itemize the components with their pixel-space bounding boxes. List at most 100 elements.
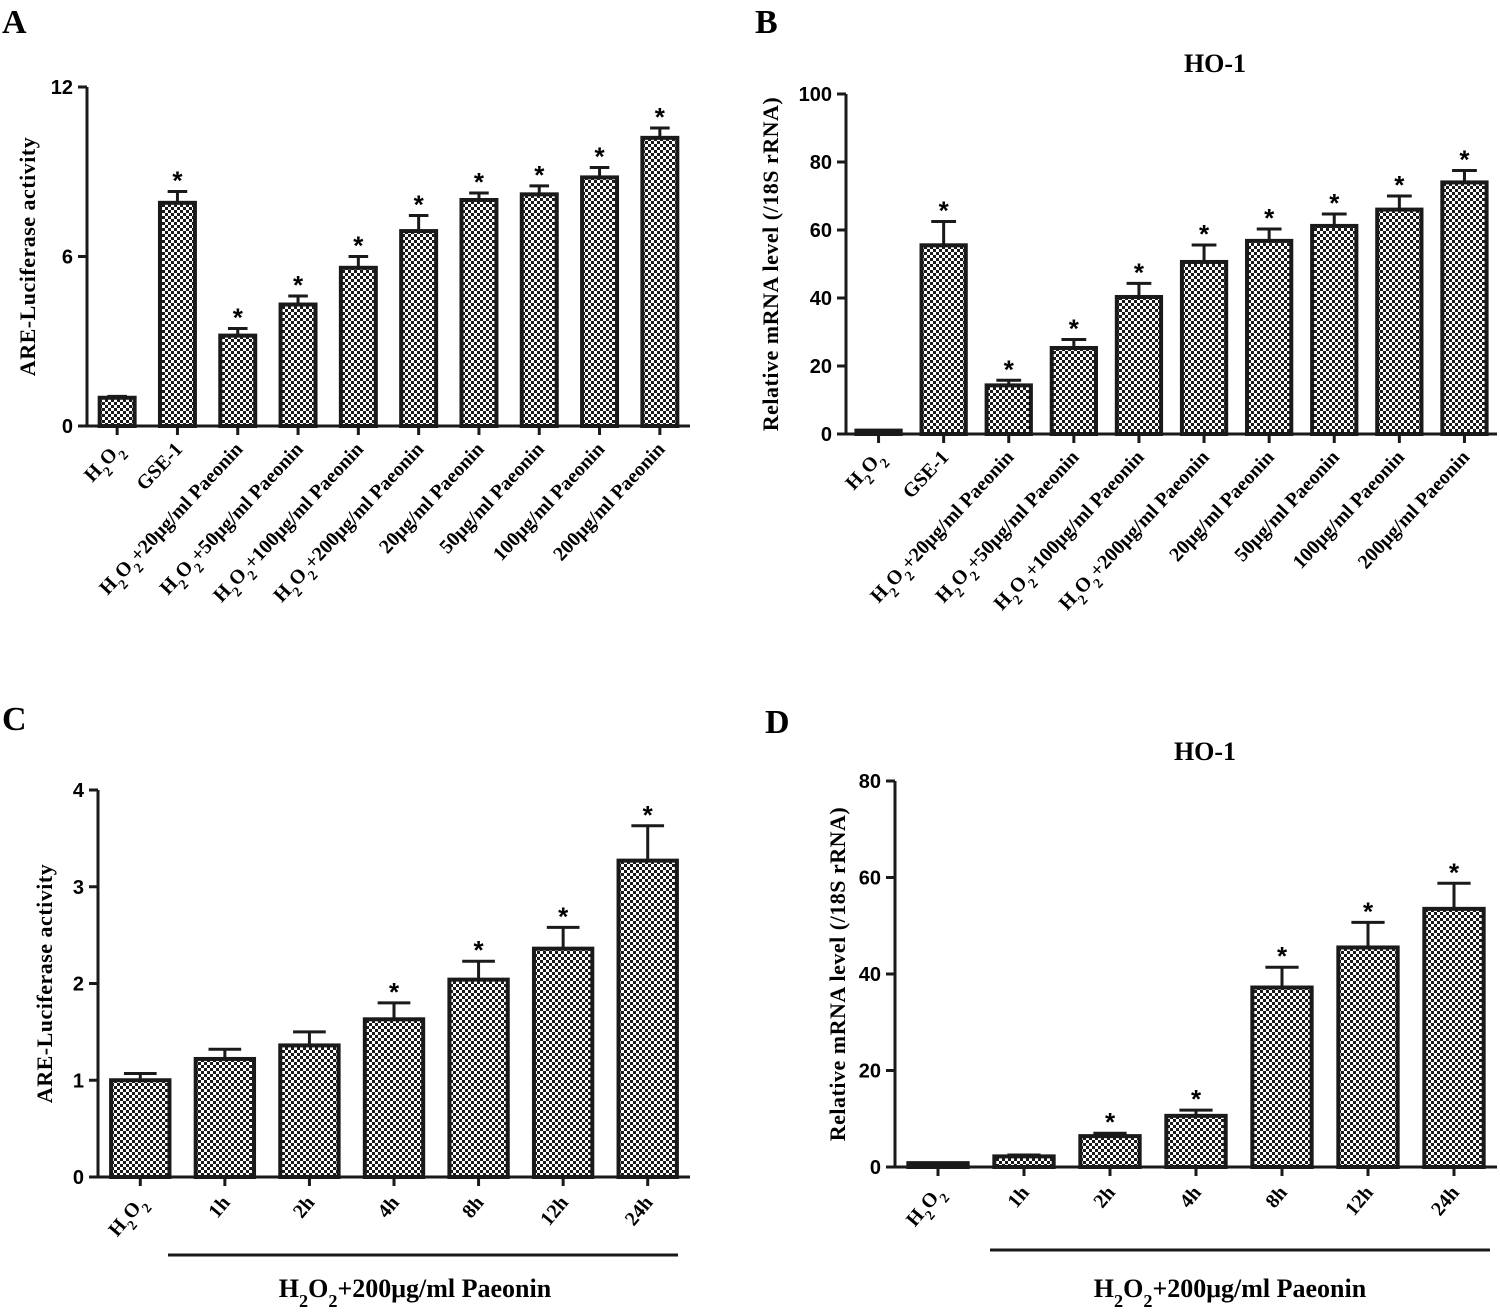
significance-marker: *: [1264, 203, 1275, 233]
bar: [399, 229, 439, 428]
y-axis-label: ARE-Luciferase activity: [32, 864, 57, 1103]
bar: [1179, 259, 1229, 436]
significance-marker: *: [1394, 170, 1405, 200]
x-tick-label: 100μg/ml Paeonin: [489, 438, 609, 565]
panel-letter: A: [2, 4, 27, 41]
bar: [97, 395, 137, 428]
panel-letter: D: [765, 704, 790, 741]
x-tick-label: 24h: [621, 1192, 658, 1230]
bar: [1336, 945, 1400, 1170]
significance-marker: *: [594, 142, 605, 172]
bar: [1164, 1113, 1228, 1169]
panel-d: D HO-1 Relative mRNA level (/18S rRNA) 0 20 4…: [765, 704, 1497, 1311]
x-tick-label: 4h: [373, 1192, 403, 1222]
x-tick-label: H2O2: [80, 438, 132, 490]
y-tick-label: 6: [62, 247, 73, 269]
y-tick-label: 60: [810, 220, 832, 242]
significance-marker: *: [1449, 857, 1460, 887]
significance-marker: *: [1363, 896, 1374, 926]
group-label: H2O2+200μg/ml Paeonin: [1094, 1274, 1367, 1311]
significance-marker: *: [1105, 1107, 1116, 1137]
x-tick-label: 8h: [1261, 1182, 1291, 1212]
bar: [1422, 906, 1486, 1169]
significance-marker: *: [172, 166, 183, 196]
bar: [362, 1017, 426, 1179]
bar: [193, 1056, 257, 1179]
x-tick-label: GSE-1: [899, 446, 954, 502]
x-tick-label: H2O2: [104, 1192, 155, 1245]
y-axis-label: ARE-Luciferase activity: [15, 137, 40, 376]
x-tick-label: 4h: [1175, 1182, 1205, 1212]
y-tick-label: 0: [870, 1157, 881, 1179]
significance-marker: *: [1004, 354, 1015, 384]
x-tick-label: 20μg/ml Paeonin: [375, 438, 489, 558]
bar: [519, 192, 559, 428]
significance-marker: *: [1134, 257, 1145, 287]
y-tick-label: 60: [859, 868, 881, 890]
panel-b: B HO-1 Relative mRNA level (/18S rRNA) 0 20 4…: [755, 4, 1497, 615]
y-tick-label: 0: [73, 1167, 84, 1189]
bar: [616, 858, 679, 1179]
y-tick-label: 2: [73, 974, 84, 996]
bar: [1310, 223, 1359, 436]
significance-marker: *: [534, 160, 545, 190]
x-tick-label: 200μg/ml Paeonin: [1354, 446, 1474, 573]
chart-title: HO-1: [1184, 49, 1246, 78]
bar: [531, 946, 595, 1179]
y-tick-label: 12: [51, 77, 73, 99]
significance-marker: *: [1277, 941, 1288, 971]
x-tick-label: H2O2: [902, 1182, 953, 1235]
x-tick-label: GSE-1: [132, 438, 187, 494]
group-label: H2O2+200μg/ml Paeonin: [279, 1274, 552, 1311]
y-tick-label: 40: [859, 964, 881, 986]
significance-marker: *: [655, 102, 666, 132]
significance-marker: *: [474, 935, 485, 965]
significance-marker: *: [233, 303, 244, 333]
y-tick-label: 80: [859, 771, 881, 793]
x-tick-label: 1h: [204, 1192, 234, 1222]
y-tick-label: 100: [799, 84, 832, 106]
y-tick-label: 0: [821, 424, 832, 446]
y-tick-label: 20: [859, 1061, 881, 1083]
chart-title: HO-1: [1174, 737, 1236, 766]
y-axis-label: Relative mRNA level (/18S rRNA): [758, 97, 783, 431]
bar: [1078, 1134, 1142, 1169]
y-tick-label: 40: [810, 288, 832, 310]
bar: [459, 198, 499, 428]
y-tick-label: 80: [810, 152, 832, 174]
bar: [854, 428, 903, 437]
bar: [1440, 180, 1489, 436]
x-tick-label: 50μg/ml Paeonin: [435, 438, 549, 558]
significance-marker: *: [1199, 219, 1210, 249]
bar: [109, 1078, 172, 1179]
bar: [218, 333, 258, 429]
x-tick-label: 2h: [289, 1192, 319, 1222]
panel-letter: B: [755, 4, 778, 41]
y-tick-label: 3: [73, 877, 84, 899]
bar: [278, 1043, 341, 1180]
bar: [906, 1161, 970, 1170]
significance-marker: *: [414, 190, 425, 220]
significance-marker: *: [643, 800, 654, 830]
panel-c: C ARE-Luciferase activity 0 1 2 3 4 H2O2 1h 2h * 4h…: [2, 701, 690, 1311]
x-tick-label: 1h: [1003, 1182, 1033, 1212]
panel-letter: C: [2, 701, 27, 738]
x-tick-label: 8h: [458, 1192, 488, 1222]
significance-marker: *: [353, 231, 364, 261]
y-tick-label: 0: [62, 416, 73, 438]
bar: [338, 265, 378, 428]
significance-marker: *: [558, 901, 569, 931]
significance-marker: *: [939, 196, 950, 226]
significance-marker: *: [1459, 145, 1470, 175]
x-tick-label: 12h: [1341, 1182, 1378, 1220]
y-tick-label: 1: [73, 1070, 84, 1092]
significance-marker: *: [1069, 313, 1080, 343]
x-tick-label: 100μg/ml Paeonin: [1289, 446, 1409, 573]
significance-marker: *: [389, 977, 400, 1007]
bar: [447, 977, 510, 1179]
significance-marker: *: [474, 167, 485, 197]
y-tick-label: 4: [73, 780, 85, 802]
bar: [919, 243, 968, 436]
